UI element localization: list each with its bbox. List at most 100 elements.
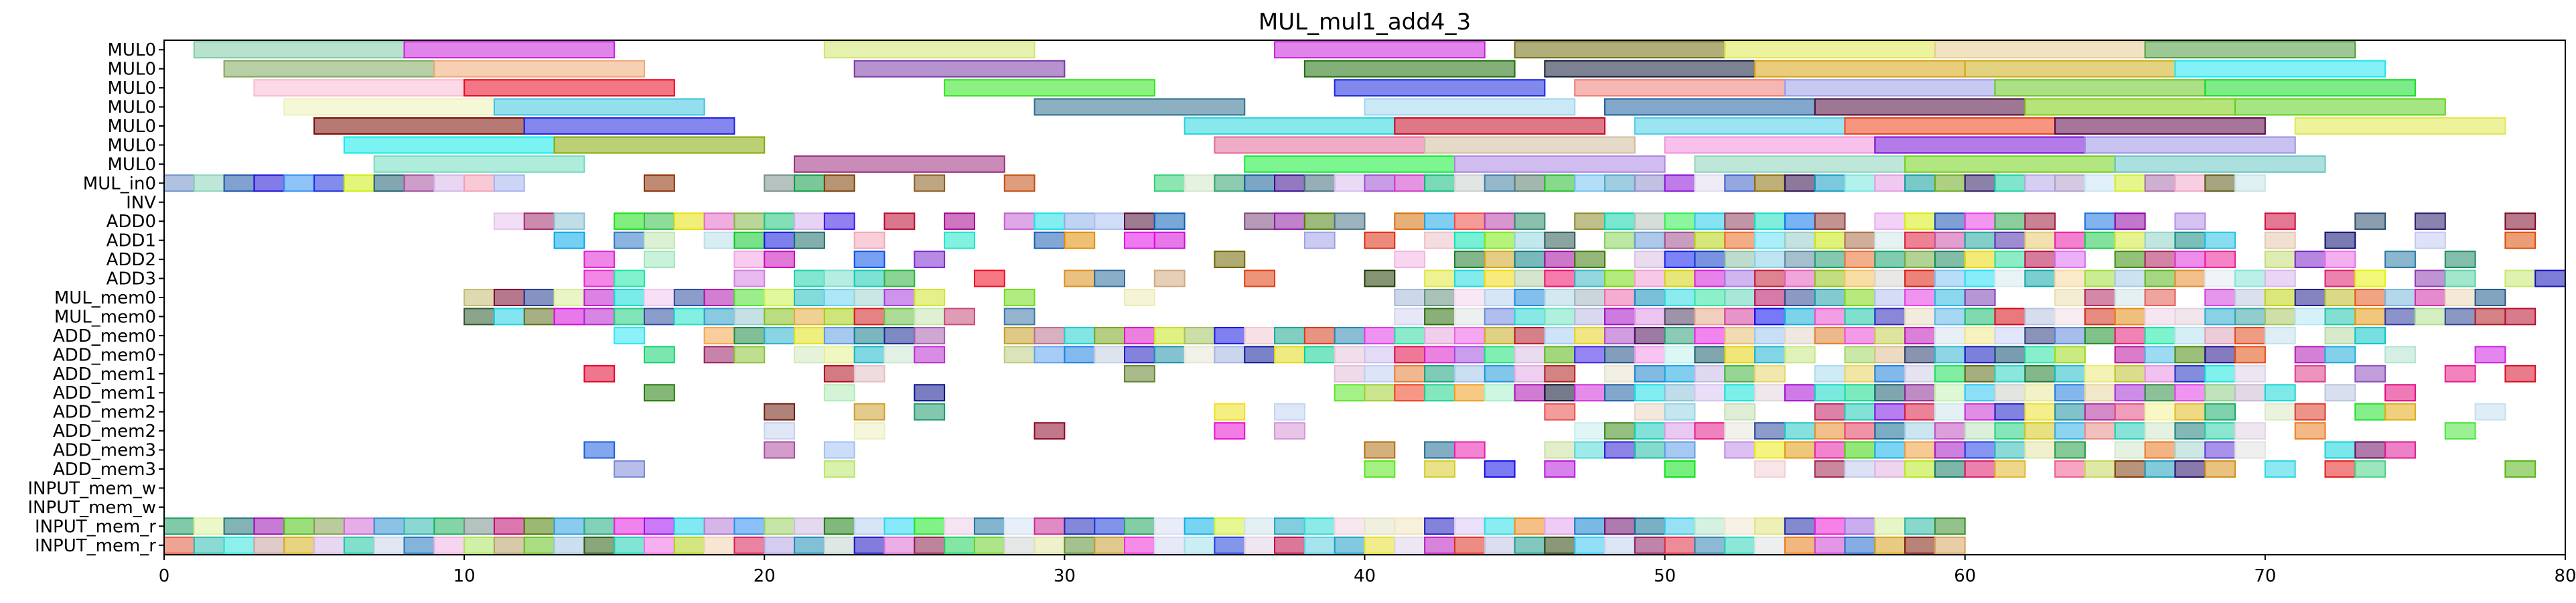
task-bar bbox=[1904, 326, 1936, 344]
task-bar bbox=[2024, 98, 2236, 116]
task-bar bbox=[1724, 364, 1756, 383]
task-bar bbox=[553, 289, 585, 306]
task-bar bbox=[673, 536, 705, 554]
task-bar bbox=[1844, 289, 1876, 306]
task-bar bbox=[1453, 326, 1486, 344]
task-bar bbox=[463, 174, 495, 192]
task-bar bbox=[1214, 346, 1246, 364]
task-bar bbox=[553, 231, 585, 249]
task-bar bbox=[1303, 231, 1336, 249]
task-bar bbox=[853, 60, 1066, 78]
task-bar bbox=[2444, 308, 2476, 326]
task-bar bbox=[1874, 346, 1906, 364]
task-bar bbox=[1754, 326, 1786, 344]
task-bar bbox=[1844, 517, 1876, 535]
task-bar bbox=[1724, 536, 1756, 554]
task-bar bbox=[1844, 460, 1876, 478]
task-bar bbox=[1904, 460, 1936, 478]
task-bar bbox=[403, 174, 435, 192]
task-bar bbox=[2204, 289, 2236, 306]
task-bar bbox=[1964, 364, 1996, 383]
task-bar bbox=[403, 517, 435, 535]
task-bar bbox=[553, 136, 766, 154]
task-bar bbox=[823, 384, 855, 402]
task-bar bbox=[1364, 231, 1396, 249]
task-bar bbox=[1394, 212, 1426, 230]
task-bar bbox=[1424, 441, 1455, 459]
task-bar bbox=[1994, 212, 2026, 230]
task-bar bbox=[1604, 326, 1636, 344]
task-bar bbox=[493, 536, 525, 554]
task-bar bbox=[2354, 403, 2386, 421]
task-bar bbox=[1904, 251, 1936, 269]
task-bar bbox=[944, 79, 1155, 97]
task-bar bbox=[1724, 251, 1756, 269]
task-bar bbox=[583, 269, 616, 287]
task-bar bbox=[614, 536, 645, 554]
task-bar bbox=[523, 517, 555, 535]
task-bar bbox=[313, 117, 525, 135]
task-bar bbox=[2384, 346, 2416, 364]
task-bar bbox=[1964, 251, 1996, 269]
task-bar bbox=[2024, 212, 2056, 230]
task-bar bbox=[794, 269, 825, 287]
task-bar bbox=[2144, 326, 2176, 344]
task-bar bbox=[1724, 289, 1756, 306]
x-tick-label: 50 bbox=[1654, 566, 1676, 586]
task-bar bbox=[794, 326, 825, 344]
task-bar bbox=[733, 308, 766, 326]
task-bar bbox=[1214, 326, 1246, 344]
task-bar bbox=[2174, 460, 2206, 478]
task-bar bbox=[2174, 441, 2206, 459]
task-bar bbox=[1994, 460, 2026, 478]
task-bar bbox=[1844, 308, 1876, 326]
task-bar bbox=[1814, 364, 1846, 383]
task-bar bbox=[823, 308, 855, 326]
task-bar bbox=[1844, 441, 1876, 459]
task-bar bbox=[1544, 536, 1576, 554]
task-bar bbox=[1934, 41, 2146, 59]
task-bar bbox=[2414, 308, 2446, 326]
task-bar bbox=[523, 212, 555, 230]
task-bar bbox=[553, 212, 585, 230]
task-bar bbox=[1574, 269, 1605, 287]
task-bar bbox=[1364, 441, 1396, 459]
task-bar bbox=[463, 289, 495, 306]
y-tick-label: ADD_mem0 bbox=[53, 326, 156, 346]
task-bar bbox=[1364, 460, 1396, 478]
task-bar bbox=[2144, 422, 2176, 440]
task-bar bbox=[2084, 326, 2116, 344]
task-bar bbox=[523, 308, 555, 326]
task-bar bbox=[973, 536, 1005, 554]
task-bar bbox=[2114, 174, 2146, 192]
task-bar bbox=[644, 231, 675, 249]
task-bar bbox=[1904, 231, 1936, 249]
task-bar bbox=[1453, 308, 1486, 326]
task-bar bbox=[1934, 174, 1966, 192]
task-bar bbox=[1303, 346, 1336, 364]
task-bar bbox=[2234, 289, 2266, 306]
task-bar bbox=[253, 536, 285, 554]
task-bar bbox=[853, 308, 885, 326]
task-bar bbox=[1964, 269, 1996, 287]
task-bar bbox=[1124, 364, 1155, 383]
task-bar bbox=[463, 308, 495, 326]
task-bar bbox=[733, 269, 766, 287]
task-bar bbox=[2264, 212, 2296, 230]
task-bar bbox=[2234, 308, 2266, 326]
task-bar bbox=[2084, 174, 2116, 192]
task-bar bbox=[2054, 403, 2086, 421]
task-bar bbox=[1033, 98, 1246, 116]
task-bar bbox=[493, 98, 705, 116]
task-bar bbox=[1874, 536, 1906, 554]
task-bar bbox=[1724, 41, 1936, 59]
task-bar bbox=[2084, 212, 2116, 230]
task-bar bbox=[1994, 174, 2026, 192]
task-bar bbox=[1874, 460, 1906, 478]
task-bar bbox=[1844, 346, 1876, 364]
task-bar bbox=[1964, 403, 1996, 421]
task-bar bbox=[433, 60, 645, 78]
task-bar bbox=[1874, 269, 1906, 287]
task-bar bbox=[163, 536, 195, 554]
task-bar bbox=[2054, 364, 2086, 383]
